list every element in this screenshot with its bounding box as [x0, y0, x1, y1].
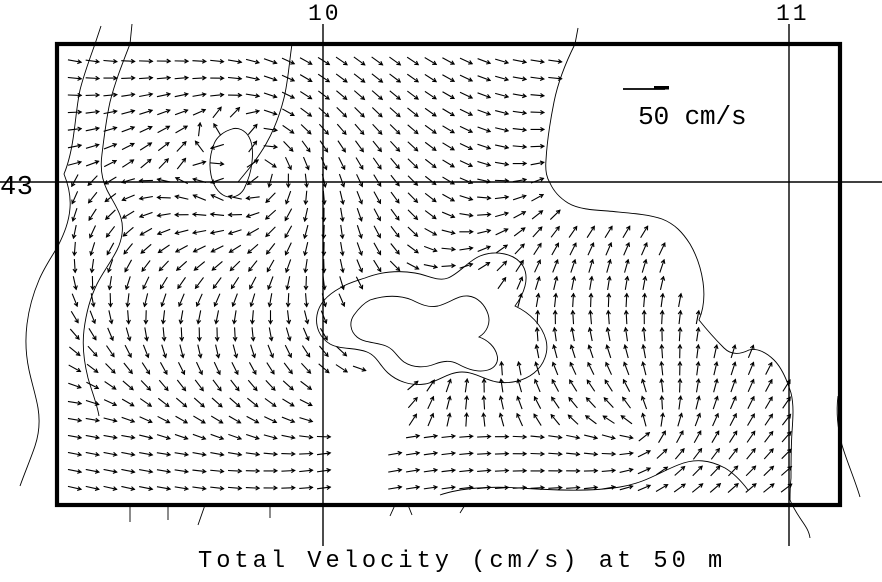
svg-text:43: 43: [0, 173, 33, 203]
svg-text:10: 10: [308, 1, 342, 27]
svg-text:11: 11: [776, 1, 810, 27]
svg-text:50 cm/s: 50 cm/s: [638, 102, 746, 132]
svg-text:Total Velocity (cm/s) at 50 m: Total Velocity (cm/s) at 50 m: [198, 548, 726, 575]
